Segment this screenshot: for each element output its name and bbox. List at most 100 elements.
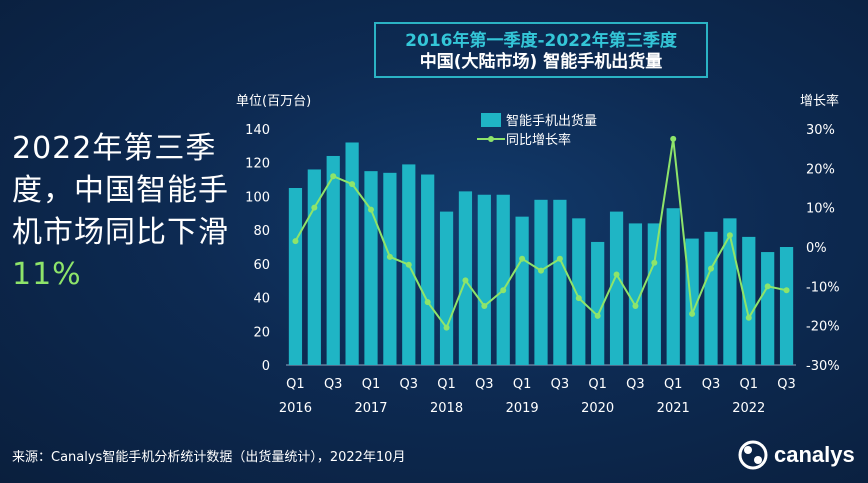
growth-point <box>670 135 677 142</box>
y-right-tick-label: 30% <box>806 123 835 138</box>
growth-point <box>481 303 488 309</box>
headline-text: 2022年第三季度，中国智能手机市场同比下滑 <box>12 131 229 250</box>
source-note: 来源：Canalys智能手机分析统计数据（出货量统计），2022年10月 <box>12 450 406 465</box>
bar <box>553 199 567 365</box>
bar <box>572 218 586 365</box>
y-right-tick-label: 20% <box>806 162 835 177</box>
x-tick-label: Q3 <box>324 377 343 392</box>
growth-point <box>726 232 733 239</box>
bar <box>515 216 529 365</box>
y-left-tick-label: 100 <box>245 190 270 205</box>
legend-bar-label: 智能手机出货量 <box>506 113 597 129</box>
bar <box>288 188 303 365</box>
y-left-tick-label: 120 <box>245 157 270 172</box>
bar <box>723 218 737 365</box>
growth-point <box>349 181 356 188</box>
x-tick-label: Q3 <box>475 377 494 392</box>
y-left-tick-label: 20 <box>253 325 270 340</box>
growth-point <box>745 314 752 321</box>
chart-title-line2: 中国(大陆市场) 智能手机出货量 <box>419 52 663 72</box>
growth-point <box>519 255 526 262</box>
left-axis-label: 单位(百万台) <box>236 94 311 109</box>
bar <box>666 208 680 365</box>
bar <box>383 172 397 365</box>
bar <box>307 169 321 365</box>
y-left-tick-label: 140 <box>245 123 270 138</box>
canalys-logo-icon <box>738 440 768 470</box>
y-left-tick-label: 80 <box>253 224 270 239</box>
growth-point <box>292 238 299 245</box>
growth-point <box>764 283 771 290</box>
growth-point <box>594 312 601 319</box>
x-tick-label: Q3 <box>626 377 645 392</box>
growth-point <box>689 310 696 317</box>
bar <box>364 171 378 365</box>
bar <box>609 211 624 365</box>
bar <box>704 231 718 365</box>
x-tick-label: Q1 <box>513 377 532 392</box>
y-right-tick-label: 10% <box>806 202 835 217</box>
x-tick-label: Q3 <box>400 377 419 392</box>
growth-point <box>368 206 374 213</box>
right-axis-label: 增长率 <box>800 93 839 109</box>
legend-line-marker <box>488 136 494 142</box>
chart-title-box: 2016年第一季度-2022年第三季度 中国(大陆市场) 智能手机出货量 <box>374 22 708 78</box>
headline: 2022年第三季度，中国智能手机市场同比下滑 11% <box>12 128 232 296</box>
bar <box>779 247 794 365</box>
headline-highlight: 11% <box>12 257 82 292</box>
y-left-tick-label: 60 <box>253 258 270 273</box>
year-label: 2018 <box>430 401 463 416</box>
legend-bar-swatch <box>481 113 501 127</box>
growth-point <box>330 173 337 180</box>
y-right-tick-label: -10% <box>806 280 840 295</box>
y-right-tick-label: -30% <box>806 359 840 374</box>
growth-point <box>311 204 318 211</box>
year-label: 2016 <box>279 401 312 416</box>
logo-text: canalys <box>774 442 855 467</box>
x-tick-label: Q1 <box>286 377 305 392</box>
year-label: 2020 <box>581 401 614 416</box>
growth-point <box>575 295 582 302</box>
bar <box>326 155 340 365</box>
bar <box>345 142 359 365</box>
y-left-tick-label: 0 <box>262 359 270 374</box>
growth-point <box>708 265 714 272</box>
growth-point <box>538 267 544 274</box>
y-left-tick-label: 40 <box>253 292 270 307</box>
bar <box>534 199 548 365</box>
x-tick-label: Q1 <box>664 377 683 392</box>
growth-point <box>462 277 469 284</box>
bar <box>421 174 435 365</box>
growth-point <box>424 299 431 306</box>
growth-point <box>613 271 620 278</box>
bar <box>439 211 454 365</box>
legend-line-label: 同比增长率 <box>506 132 571 148</box>
growth-point <box>651 259 658 266</box>
x-tick-label: Q1 <box>437 377 456 392</box>
x-tick-label: Q1 <box>588 377 607 392</box>
plot-area: 0 20 40 60 80 100 120 140 -30% -20% -10% 0% 10% 20% 30… <box>245 123 839 416</box>
bar <box>647 223 661 365</box>
growth-point <box>632 303 639 309</box>
bar <box>761 252 775 365</box>
x-tick-label: Q3 <box>551 377 570 392</box>
growth-point <box>386 253 393 260</box>
year-label: 2022 <box>732 401 765 416</box>
bar <box>628 223 643 365</box>
year-label: 2021 <box>657 401 690 416</box>
bar <box>685 238 699 365</box>
bar <box>742 236 756 365</box>
x-tick-label: Q3 <box>777 377 796 392</box>
bar <box>496 194 510 365</box>
x-tick-label: Q1 <box>740 377 759 392</box>
growth-point <box>556 255 563 262</box>
legend: 智能手机出货量 同比增长率 <box>477 113 597 148</box>
x-tick-label: Q1 <box>362 377 381 392</box>
chart-title-line1: 2016年第一季度-2022年第三季度 <box>405 31 677 51</box>
canalys-logo: canalys <box>738 440 855 470</box>
growth-point <box>783 287 790 294</box>
growth-point <box>500 287 507 294</box>
bar <box>591 241 605 365</box>
